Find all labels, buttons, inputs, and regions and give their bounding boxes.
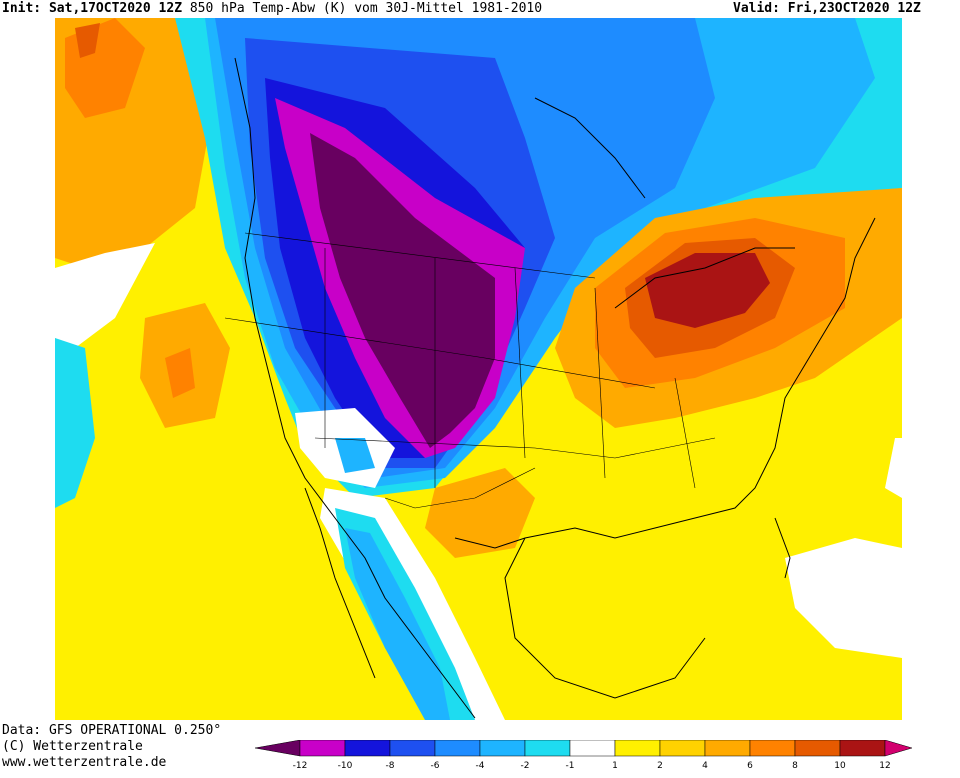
legend-swatch [839, 740, 886, 757]
legend-swatch [389, 740, 436, 757]
legend-tick-label: -12 [293, 761, 308, 771]
color-legend: -12 -10 -8 -6 -4 -2 -1 1 2 4 6 8 10 12 [255, 740, 913, 771]
legend-tick-label: -10 [338, 761, 353, 771]
legend-tick-label: -2 [521, 761, 530, 771]
legend-tick-label: 12 [879, 761, 890, 771]
valid-label: Valid: [733, 1, 780, 16]
legend-swatch [524, 740, 571, 757]
legend-swatch [344, 740, 391, 757]
anomaly-region-deep-purple [310, 133, 495, 448]
legend-swatch [704, 740, 751, 757]
data-source: Data: GFS OPERATIONAL 0.250° [2, 723, 222, 738]
legend-tick-label: -1 [566, 761, 575, 771]
website-url: www.wetterzentrale.de [2, 755, 167, 770]
copyright: (C) Wetterzentrale [2, 739, 143, 754]
legend-swatch [794, 740, 841, 757]
legend-swatch [884, 740, 913, 757]
anomaly-region-dark-red [645, 253, 770, 328]
valid-value: Fri,23OCT2020 12Z [787, 1, 921, 16]
anomaly-region-dark-orange [75, 23, 100, 58]
legend-swatch [255, 740, 301, 757]
legend-tick-label: 10 [834, 761, 846, 771]
legend-tick-label: -8 [386, 761, 395, 771]
legend-swatch [749, 740, 796, 757]
legend-swatch [614, 740, 661, 757]
legend-swatch [659, 740, 706, 757]
legend-tick-label: 8 [792, 761, 798, 771]
anomaly-region-light-blue [335, 438, 375, 473]
legend-tick-label: 4 [702, 761, 708, 771]
legend-swatch [299, 740, 346, 757]
map-title: 850 hPa Temp-Abw (K) vom 30J-Mittel 1981… [189, 1, 543, 16]
anomaly-region-white [785, 538, 902, 658]
legend-tick-label: -4 [476, 761, 485, 771]
coastline [234, 57, 876, 719]
legend-swatch [479, 740, 526, 757]
legend-swatch [569, 740, 616, 757]
anomaly-region-light-blue [345, 528, 450, 720]
legend-swatch [434, 740, 481, 757]
init-label: Init: [2, 1, 42, 16]
legend-tick-label: 1 [612, 761, 618, 771]
anomaly-map [55, 18, 902, 720]
header-valid: Valid: Fri,23OCT2020 12Z [733, 0, 921, 17]
legend-tick-label: 2 [657, 761, 663, 771]
legend-tick-label: 6 [747, 761, 753, 771]
anomaly-region-amber [425, 468, 535, 558]
header-init: Init: Sat,17OCT2020 12Z 850 hPa Temp-Abw… [2, 0, 542, 17]
anomaly-region-cyan [55, 338, 95, 508]
anomaly-region-white [885, 438, 902, 498]
init-value: Sat,17OCT2020 12Z [48, 1, 183, 16]
anomaly-region-orange [165, 348, 195, 398]
legend-tick-label: -6 [431, 761, 440, 771]
political-boundaries [224, 232, 716, 509]
anomaly-region-white [55, 243, 155, 348]
